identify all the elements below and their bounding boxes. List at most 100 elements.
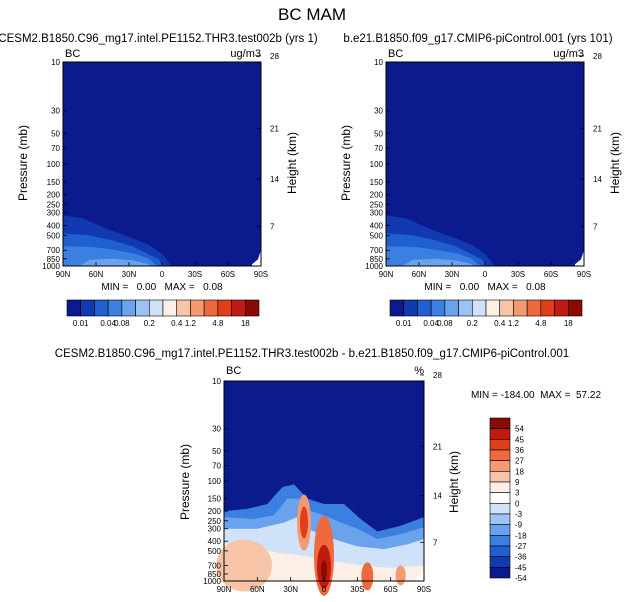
figure-title: BC MAM	[278, 5, 346, 24]
y-tick-label: 200	[47, 191, 61, 200]
colorbar-label: 0.04	[423, 319, 439, 328]
x-tick-label: 0	[483, 270, 488, 279]
x-tick-label: 60N	[412, 270, 427, 279]
x-tick-label: 60N	[250, 585, 265, 594]
panel-3-ylabel-right: Height (km)	[447, 451, 461, 513]
colorbar-swatch	[489, 503, 511, 515]
colorbar-label: 1.2	[508, 319, 520, 328]
panel-1-units: ug/m3	[230, 48, 261, 60]
y-tick-label: 700	[208, 562, 222, 571]
colorbar-label: 0.4	[171, 319, 183, 328]
pollution-band-4	[63, 258, 153, 266]
panel-2-title: b.e21.B1850.f09_g17.CMIP6-piControl.001 …	[343, 33, 612, 45]
colorbar-label: 1.2	[185, 319, 197, 328]
y-tick-label: 500	[208, 547, 222, 556]
x-tick-label: 90S	[417, 585, 431, 594]
panel-1-variable: BC	[65, 48, 80, 60]
colorbar-label: 54	[515, 425, 524, 434]
colorbar-label: -54	[515, 574, 527, 583]
y-right-tick-label: 21	[593, 125, 602, 134]
colorbar-label: 3	[515, 489, 520, 498]
colorbar-swatch	[540, 299, 555, 317]
diff-feature-2	[300, 506, 308, 539]
colorbar-swatch	[489, 513, 511, 525]
colorbar-label: 4.8	[212, 319, 224, 328]
x-tick-label: 30N	[445, 270, 460, 279]
panel-1-colorbar: 0.01 0.040.08 0.2 0.4 1.2 4.8 18	[66, 299, 260, 328]
y-tick-label: 500	[47, 231, 61, 240]
colorbar-swatch	[444, 299, 459, 317]
colorbar-label: -3	[515, 510, 523, 519]
y-right-tick-label: 14	[593, 175, 602, 184]
y-right-tick-label: 28	[433, 371, 442, 380]
y-right-tick-label: 21	[433, 442, 442, 451]
y-tick-label: 400	[47, 221, 61, 230]
y-tick-label: 100	[47, 160, 61, 169]
y-tick-label: 100	[208, 477, 222, 486]
panel-2-stats: MIN = 0.00 MAX = 0.08	[424, 282, 546, 293]
colorbar-swatch	[389, 299, 405, 317]
y-tick-label: 70	[51, 144, 60, 153]
y-tick-label: 70	[374, 144, 383, 153]
colorbar-swatch	[485, 299, 501, 317]
x-tick-label: 60S	[221, 270, 235, 279]
colorbar-swatch	[66, 299, 82, 317]
y-tick-label: 500	[370, 231, 384, 240]
colorbar-label: -36	[515, 553, 527, 562]
colorbar-label: 0.4	[494, 319, 506, 328]
colorbar-swatch	[231, 299, 246, 317]
y-tick-label: 300	[208, 525, 222, 534]
y-tick-label: 200	[370, 191, 384, 200]
y-right-tick-label: 7	[270, 223, 275, 232]
colorbar-swatch	[499, 299, 514, 317]
panel-2-variable: BC	[388, 48, 403, 60]
panel-3-plot-area: 1030507010015020025030040050070085010002…	[203, 371, 442, 596]
colorbar-label: 4.8	[535, 319, 547, 328]
colorbar-label: 9	[515, 478, 520, 487]
y-right-tick-label: 14	[433, 492, 442, 501]
colorbar-label: 0.08	[437, 319, 453, 328]
colorbar-swatch	[176, 299, 191, 317]
panel-1-title: CESM2.B1850.C96_mg17.intel.PE1152.THR3.t…	[0, 33, 318, 45]
x-tick-label: 90S	[577, 270, 591, 279]
x-tick-label: 0	[322, 585, 327, 594]
x-tick-label: 0	[160, 270, 165, 279]
diff-feature-5	[321, 560, 327, 581]
y-right-tick-label: 7	[593, 223, 598, 232]
diff-feature-6	[216, 539, 272, 592]
panel-1-ylabel-right: Height (km)	[285, 132, 299, 194]
colorbar-label: 36	[515, 446, 524, 455]
panel-2: b.e21.B1850.f09_g17.CMIP6-piControl.001 …	[339, 33, 622, 328]
y-tick-label: 70	[212, 462, 221, 471]
y-tick-label: 200	[208, 507, 222, 516]
x-tick-label: 30S	[188, 270, 202, 279]
y-tick-label: 400	[370, 221, 384, 230]
colorbar-swatch	[244, 299, 260, 317]
colorbar-swatch	[190, 299, 205, 317]
colorbar-label: -9	[515, 521, 523, 530]
panel-1-stats: MIN = 0.00 MAX = 0.08	[101, 282, 223, 293]
colorbar-swatch	[135, 299, 150, 317]
y-tick-label: 1000	[365, 262, 383, 271]
y-tick-label: 150	[370, 178, 384, 187]
colorbar-label: 45	[515, 435, 524, 444]
y-right-tick-label: 7	[433, 538, 438, 547]
y-tick-label: 100	[370, 160, 384, 169]
y-tick-label: 850	[208, 570, 222, 579]
colorbar-label: 27	[515, 457, 524, 466]
colorbar-label: 0.01	[396, 319, 412, 328]
panel-3-title: CESM2.B1850.C96_mg17.intel.PE1152.THR3.t…	[55, 348, 569, 360]
colorbar-swatch	[489, 481, 511, 493]
x-tick-label: 90S	[254, 270, 268, 279]
colorbar-swatch	[471, 299, 487, 317]
colorbar-swatch	[217, 299, 232, 317]
colorbar-label: 0.2	[467, 319, 479, 328]
colorbar-swatch	[489, 449, 511, 461]
panel-3-stats: MIN = -184.00 MAX = 57.22	[471, 390, 602, 401]
colorbar-label: 0.04	[100, 319, 116, 328]
panel-3-units: %	[414, 365, 424, 377]
x-tick-label: 90N	[379, 270, 394, 279]
colorbar-swatch	[489, 535, 511, 547]
y-tick-label: 1000	[42, 262, 60, 271]
